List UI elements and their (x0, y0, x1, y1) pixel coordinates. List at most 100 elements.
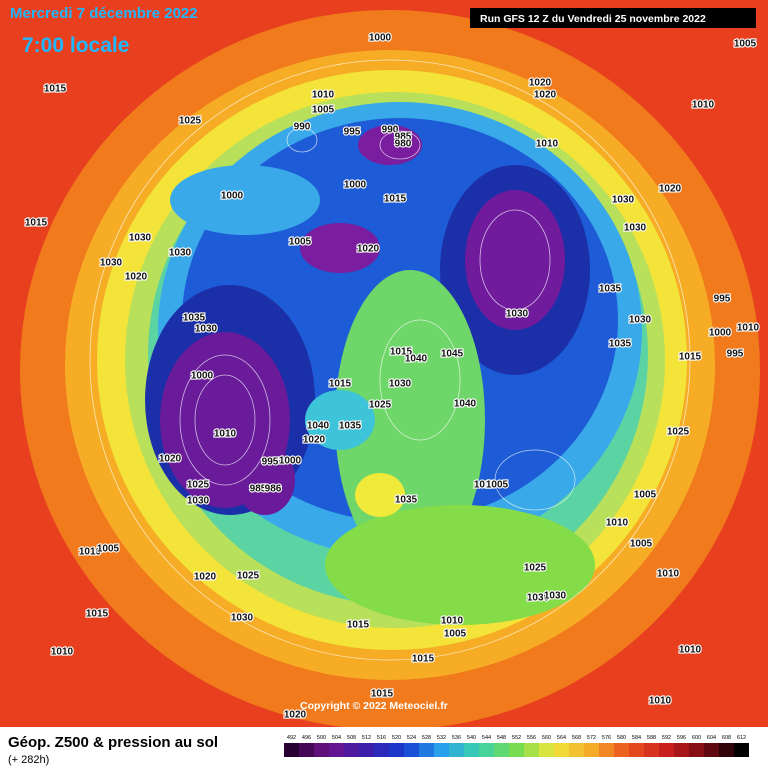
legend-level: 520 (392, 735, 401, 741)
isobar-label: 1020 (357, 244, 380, 255)
legend-swatch (299, 743, 314, 757)
isobar-label: 1020 (159, 454, 182, 465)
legend-swatch (524, 743, 539, 757)
legend-level: 600 (692, 735, 701, 741)
isobar-label: 1005 (312, 105, 335, 116)
isobar-label: 1020 (534, 90, 557, 101)
legend-swatch (614, 743, 629, 757)
isobar-label: 1010 (737, 323, 760, 334)
legend-level: 556 (527, 735, 536, 741)
isobar-label: 1015 (371, 689, 394, 700)
legend-level: 504 (332, 735, 341, 741)
isobar-label: 1030 (527, 593, 550, 604)
isobar-label: 1020 (284, 710, 307, 721)
legend-swatch (464, 743, 479, 757)
legend-level: 528 (422, 735, 431, 741)
isobar-label: 1005 (734, 39, 757, 50)
isobar-label: 1005 (630, 539, 653, 550)
legend-swatch (404, 743, 419, 757)
isobar-label: 1005 (289, 237, 312, 248)
legend-level: 560 (542, 735, 551, 741)
legend-level: 532 (437, 735, 446, 741)
isobar-label: 1000 (279, 456, 302, 467)
isobar-label: 995 (262, 457, 279, 468)
isobar-label: 1030 (100, 258, 123, 269)
isobar-label: 1005 (634, 490, 657, 501)
isobar-label: 985 (395, 132, 412, 143)
legend-level: 604 (707, 735, 716, 741)
legend-swatch (569, 743, 584, 757)
isobar-label: 1035 (339, 421, 362, 432)
isobar-label: 1030 (187, 496, 210, 507)
copyright: Copyright © 2022 Meteociel.fr (300, 700, 448, 712)
isobar-label: 1025 (369, 400, 392, 411)
isobar-label: 995 (714, 294, 731, 305)
legend-swatch (314, 743, 329, 757)
legend-swatch (434, 743, 449, 757)
legend-swatch (689, 743, 704, 757)
isobar-label: 1025 (179, 116, 202, 127)
isobar-label: 1010 (441, 616, 464, 627)
isobar-label: 1035 (395, 495, 418, 506)
isobar-label: 990 (294, 122, 311, 133)
legend-swatch (554, 743, 569, 757)
legend-level: 496 (302, 735, 311, 741)
legend-level: 580 (617, 735, 626, 741)
isobar-label: 1005 (486, 480, 509, 491)
legend-swatch (599, 743, 614, 757)
isobar-label: 985 (250, 484, 267, 495)
isobar-label: 1015 (86, 609, 109, 620)
legend-swatch (479, 743, 494, 757)
legend-swatch (734, 743, 749, 757)
isobar-label: 1020 (659, 184, 682, 195)
legend-level: 512 (362, 735, 371, 741)
isobar-label: 1015 (25, 218, 48, 229)
isobar-label: 1010 (606, 518, 629, 529)
isobar-label: 1020 (125, 272, 148, 283)
isobar-label: 1025 (237, 571, 260, 582)
legend-swatch (374, 743, 389, 757)
isobar-label: 1015 (679, 352, 702, 363)
date: Mercredi 7 décembre 2022 (10, 5, 198, 22)
legend-swatch (329, 743, 344, 757)
legend-level: 516 (377, 735, 386, 741)
legend-swatch (359, 743, 374, 757)
isobar-label: 1000 (369, 33, 392, 44)
isobar-label: 1000 (191, 371, 214, 382)
isobar-label: 1030 (629, 315, 652, 326)
legend-level: 508 (347, 735, 356, 741)
legend-swatch (539, 743, 554, 757)
isobar-label: 1010 (649, 696, 672, 707)
footer-title: Géop. Z500 & pression au sol (8, 734, 218, 751)
isobar-label: 1030 (389, 379, 412, 390)
legend-level: 524 (407, 735, 416, 741)
isobar-label: 1025 (667, 427, 690, 438)
legend-swatch (644, 743, 659, 757)
legend-swatch (494, 743, 509, 757)
legend-level: 612 (737, 735, 746, 741)
legend-swatch (719, 743, 734, 757)
isobar-label: 1005 (444, 629, 467, 640)
legend-swatch (509, 743, 524, 757)
isobar-label: 1030 (195, 324, 218, 335)
isobar-label: 980 (395, 139, 412, 150)
run-info: Run GFS 12 Z du Vendredi 25 novembre 202… (480, 13, 706, 25)
legend-level: 540 (467, 735, 476, 741)
legend-swatch (344, 743, 359, 757)
isobar-label: 1010 (474, 480, 497, 491)
legend-swatch (584, 743, 599, 757)
isobar-label: 1030 (231, 613, 254, 624)
isobar-label: 1010 (692, 100, 715, 111)
isobar-label: 1010 (679, 645, 702, 656)
isobar-label: 1010 (312, 90, 335, 101)
isobar-label: 1030 (612, 195, 635, 206)
legend-swatch (419, 743, 434, 757)
isobar-label: 1000 (344, 180, 367, 191)
run-box (470, 8, 756, 28)
isobar-label: 1030 (506, 309, 529, 320)
legend-level: 552 (512, 735, 521, 741)
isobar-label: 1005 (97, 544, 120, 555)
isobar-label: 1035 (599, 284, 622, 295)
